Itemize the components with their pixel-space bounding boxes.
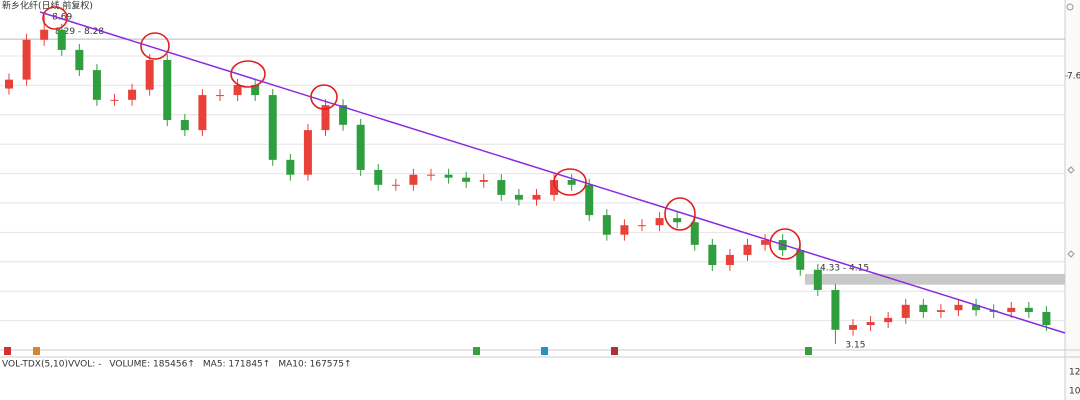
candle-body xyxy=(339,105,348,125)
candle-body xyxy=(92,70,101,100)
candle-body xyxy=(514,194,523,200)
candle-body xyxy=(655,218,664,226)
candle-body xyxy=(690,222,699,245)
candle-body xyxy=(884,317,893,323)
event-marker[interactable] xyxy=(541,347,548,355)
candle-body xyxy=(462,177,471,182)
candle-body xyxy=(620,225,629,235)
candle-body xyxy=(198,95,207,131)
candle-body xyxy=(813,269,822,290)
candle-body xyxy=(479,180,488,182)
candle-body xyxy=(5,79,13,89)
highlight-circle xyxy=(42,6,68,30)
candle-body xyxy=(972,304,981,311)
candle-body xyxy=(110,99,119,101)
candle-body xyxy=(1007,307,1016,312)
candle-body xyxy=(550,180,559,195)
candle-body xyxy=(936,310,945,312)
right-axis-panel xyxy=(1065,0,1080,400)
event-marker[interactable] xyxy=(805,347,812,355)
candle-body xyxy=(444,174,453,178)
event-markers xyxy=(4,347,812,355)
volume-indicator-value: MA5: 171845↑ xyxy=(203,360,270,370)
volume-indicator-value: MA10: 167575↑ xyxy=(278,360,351,370)
volume-indicator-name: VOL-TDX(5,10) xyxy=(2,360,68,370)
plot: 8.29 - 8.28 4.33 - 4.15 8.69 3.15 xyxy=(0,12,1065,351)
candle-body xyxy=(761,240,770,245)
candle-body xyxy=(585,184,594,216)
volume-indicator-value: VVOL: - xyxy=(68,360,101,370)
price-zone-label: 4.33 - 4.15 xyxy=(820,263,869,273)
event-marker[interactable] xyxy=(611,347,618,355)
candle-body xyxy=(602,215,611,235)
candle-body xyxy=(57,29,66,50)
candle-body xyxy=(356,124,365,170)
candle-body xyxy=(163,60,172,121)
candle-body xyxy=(532,194,541,200)
candle-body xyxy=(22,39,31,80)
y-tick-label: 7.66 xyxy=(1067,72,1080,82)
candle-body xyxy=(145,60,154,90)
volume-axis-label: 12 xyxy=(1069,368,1080,378)
price-zone xyxy=(0,38,1065,40)
event-marker[interactable] xyxy=(33,347,40,355)
event-marker[interactable] xyxy=(473,347,480,355)
candle-body xyxy=(128,89,137,100)
candle-body xyxy=(268,95,277,160)
highlight-circle xyxy=(230,60,266,88)
highlight-circle xyxy=(140,32,170,60)
highlight-circle xyxy=(553,168,587,196)
candle-body xyxy=(1024,307,1033,312)
candle-body xyxy=(743,244,752,255)
candle-body xyxy=(216,95,224,97)
highlight-circle xyxy=(310,84,338,110)
candle-body xyxy=(374,169,383,185)
candle-body xyxy=(673,218,682,223)
settings-icon[interactable] xyxy=(1066,3,1074,11)
candle-body xyxy=(40,29,49,40)
volume-panel: VOL-TDX(5,10) VVOL: - VOLUME: 185456↑ MA5:… xyxy=(2,360,1080,397)
candle-body xyxy=(954,304,963,311)
candle-body xyxy=(409,174,418,185)
candle-body xyxy=(391,184,400,186)
candle-body xyxy=(251,84,260,96)
candle-body xyxy=(497,180,506,195)
candle-body xyxy=(567,180,576,185)
candle-body xyxy=(708,244,717,266)
diamond-icon[interactable] xyxy=(1067,250,1075,258)
candle-body xyxy=(796,250,805,270)
volume-axis-label: 10 xyxy=(1069,387,1080,397)
highlight-circle xyxy=(664,197,696,231)
candle-body xyxy=(75,49,84,71)
candle-body xyxy=(286,159,295,175)
candle-body xyxy=(866,322,875,326)
low-annotation: 3.15 xyxy=(845,341,865,351)
highlight-circle xyxy=(769,228,801,260)
candle-body xyxy=(233,84,242,96)
price-zone xyxy=(805,273,1065,285)
high-annotation: 8.69 xyxy=(52,12,72,22)
candle-body xyxy=(180,120,189,131)
candle-body xyxy=(831,289,840,330)
price-zone-label: 8.29 - 8.28 xyxy=(55,27,104,37)
chart-title: 新乡化纤(日线,前复权) xyxy=(2,0,93,12)
candle-body xyxy=(303,130,312,175)
volume-indicator-value: VOLUME: 185456↑ xyxy=(109,360,194,370)
candle-body xyxy=(919,304,928,312)
candle-body xyxy=(427,174,435,176)
highlight-circles xyxy=(42,6,801,260)
candle-body xyxy=(849,325,857,330)
candle-body xyxy=(1042,311,1051,326)
candle-body xyxy=(638,225,646,227)
trend-line xyxy=(39,11,1066,334)
diamond-icon[interactable] xyxy=(1067,166,1075,174)
candle-body xyxy=(321,105,330,131)
candle-body xyxy=(725,254,734,266)
event-marker[interactable] xyxy=(4,347,11,355)
candle-body xyxy=(901,304,910,318)
